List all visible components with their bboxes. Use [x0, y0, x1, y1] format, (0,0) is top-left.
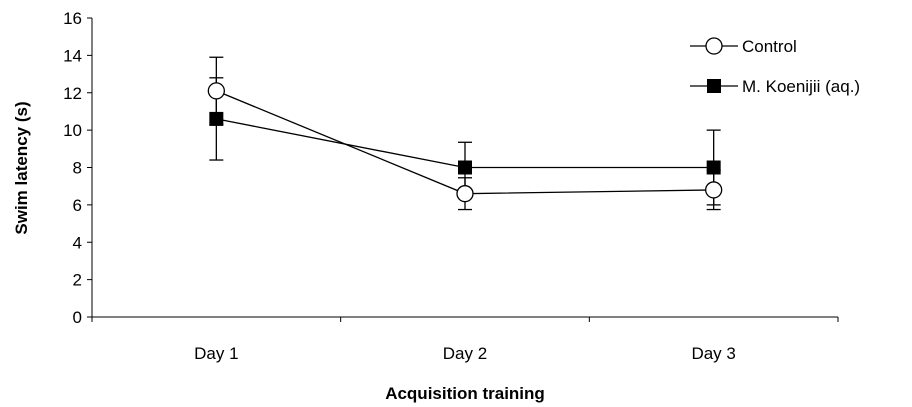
x-axis-title: Acquisition training — [385, 384, 545, 403]
y-tick-label: 6 — [73, 196, 82, 215]
data-point — [705, 181, 723, 199]
y-tick-label: 14 — [63, 46, 82, 65]
y-tick-label: 4 — [73, 233, 82, 252]
x-tick-label: Day 1 — [194, 344, 238, 363]
data-point — [456, 185, 474, 203]
legend-label: Control — [742, 37, 797, 56]
y-tick-label: 2 — [73, 271, 82, 290]
legend-item: M. Koenijii (aq.) — [690, 77, 860, 96]
y-tick-label: 10 — [63, 121, 82, 140]
y-tick-label: 12 — [63, 84, 82, 103]
legend-marker — [705, 37, 723, 55]
data-point — [458, 160, 472, 175]
series-layer — [207, 56, 723, 211]
y-axis-ticks: 0 2 4 6 8 10 12 14 16 — [63, 9, 92, 327]
legend-marker — [707, 79, 721, 93]
legend: Control M. Koenijii (aq.) — [690, 37, 860, 96]
x-tick-label: Day 3 — [691, 344, 735, 363]
data-point — [207, 82, 225, 100]
x-tick-label: Day 2 — [443, 344, 487, 363]
y-tick-label: 16 — [63, 9, 82, 28]
x-axis-ticks: Day 1 Day 2 Day 3 — [91, 317, 839, 363]
legend-item: Control — [690, 37, 797, 56]
legend-label: M. Koenijii (aq.) — [742, 77, 860, 96]
y-axis-title: Swim latency (s) — [12, 101, 31, 234]
y-tick-label: 8 — [73, 159, 82, 178]
y-tick-label: 0 — [73, 308, 82, 327]
series-control — [207, 56, 723, 211]
